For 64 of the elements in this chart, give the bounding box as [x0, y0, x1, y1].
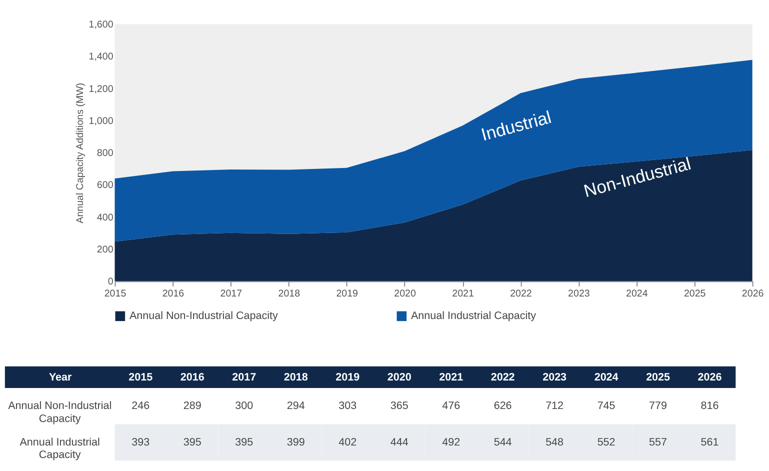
x-tick-label: 2025 — [646, 372, 670, 384]
x-tick-label: 2023 — [542, 372, 567, 384]
data-label: 395 — [235, 436, 254, 448]
data-label: 399 — [286, 436, 305, 448]
x-tick-label: 2016 — [180, 372, 204, 384]
x-tick-label: 2020 — [394, 288, 416, 300]
data-label: 712 — [546, 400, 564, 412]
legend-label: Annual Industrial Capacity — [410, 310, 537, 322]
x-tick-label: 2026 — [742, 288, 764, 300]
x-tick-label: 2019 — [336, 372, 360, 384]
data-label: 476 — [442, 400, 460, 412]
x-tick-label: 2024 — [626, 288, 648, 300]
data-label: 544 — [494, 436, 512, 448]
data-label: 745 — [597, 400, 616, 412]
y-tick-label: 600 — [96, 180, 114, 192]
y-tick-label: Annual Non-Industrial Capacity — [8, 400, 112, 425]
y-tick-label: 1,000 — [88, 116, 114, 127]
data-label: 294 — [286, 400, 305, 412]
x-tick-label: 2026 — [698, 372, 722, 384]
x-tick-label: 2017 — [232, 372, 256, 384]
x-tick-label: 2015 — [104, 288, 127, 300]
data-label: 395 — [183, 436, 202, 448]
x-tick-label: 2025 — [684, 288, 706, 300]
x-tick-label: 2018 — [284, 372, 308, 384]
x-tick-label: 2018 — [278, 288, 301, 300]
data-label: 626 — [494, 400, 512, 412]
data-label: 816 — [700, 400, 719, 412]
x-tick-label: 2022 — [490, 372, 515, 384]
y-tick-label: 0 — [108, 276, 114, 288]
y-tick-label: 200 — [96, 244, 114, 256]
x-tick-label: 2021 — [452, 288, 474, 300]
y-tick-label: 400 — [96, 212, 114, 224]
data-label: 492 — [442, 436, 460, 448]
y-tick-label: 800 — [96, 148, 114, 160]
y-tick-label: Annual Industrial Capacity — [20, 436, 100, 462]
data-label: 779 — [649, 400, 668, 412]
x-tick-label: 2017 — [220, 288, 242, 300]
x-tick-label: 2023 — [568, 288, 590, 300]
x-tick-label: 2020 — [387, 372, 412, 384]
data-label: 552 — [597, 436, 616, 448]
annotation: Industrial — [478, 106, 554, 145]
data-label: 300 — [235, 400, 254, 412]
data-label: 303 — [338, 400, 357, 412]
data-label: 561 — [700, 436, 719, 448]
y-tick-label: 1,400 — [88, 52, 114, 63]
y-tick-label: 1,200 — [88, 84, 114, 95]
x-tick-label: 2024 — [594, 372, 618, 384]
data-label: 444 — [390, 436, 408, 448]
x-tick-label: 2022 — [510, 288, 532, 300]
y-tick-label: 1,600 — [88, 20, 114, 31]
x-tick-label: 2021 — [439, 372, 464, 384]
data-label: 548 — [546, 436, 564, 448]
x-tick-label: 2016 — [162, 288, 185, 300]
x-tick-label: 2019 — [336, 288, 358, 300]
data-label: 393 — [132, 436, 150, 448]
data-label: 289 — [183, 400, 202, 412]
x-axis-title: Year — [48, 372, 72, 384]
y-axis-title: Annual Capacity Additions (MW) — [74, 82, 86, 224]
x-tick-label: 2015 — [128, 372, 153, 384]
data-label: 365 — [390, 400, 408, 412]
data-label: 246 — [132, 400, 150, 412]
data-label: 402 — [338, 436, 357, 448]
data-label: 557 — [649, 436, 668, 448]
legend-label: Annual Non-Industrial Capacity — [129, 310, 278, 322]
